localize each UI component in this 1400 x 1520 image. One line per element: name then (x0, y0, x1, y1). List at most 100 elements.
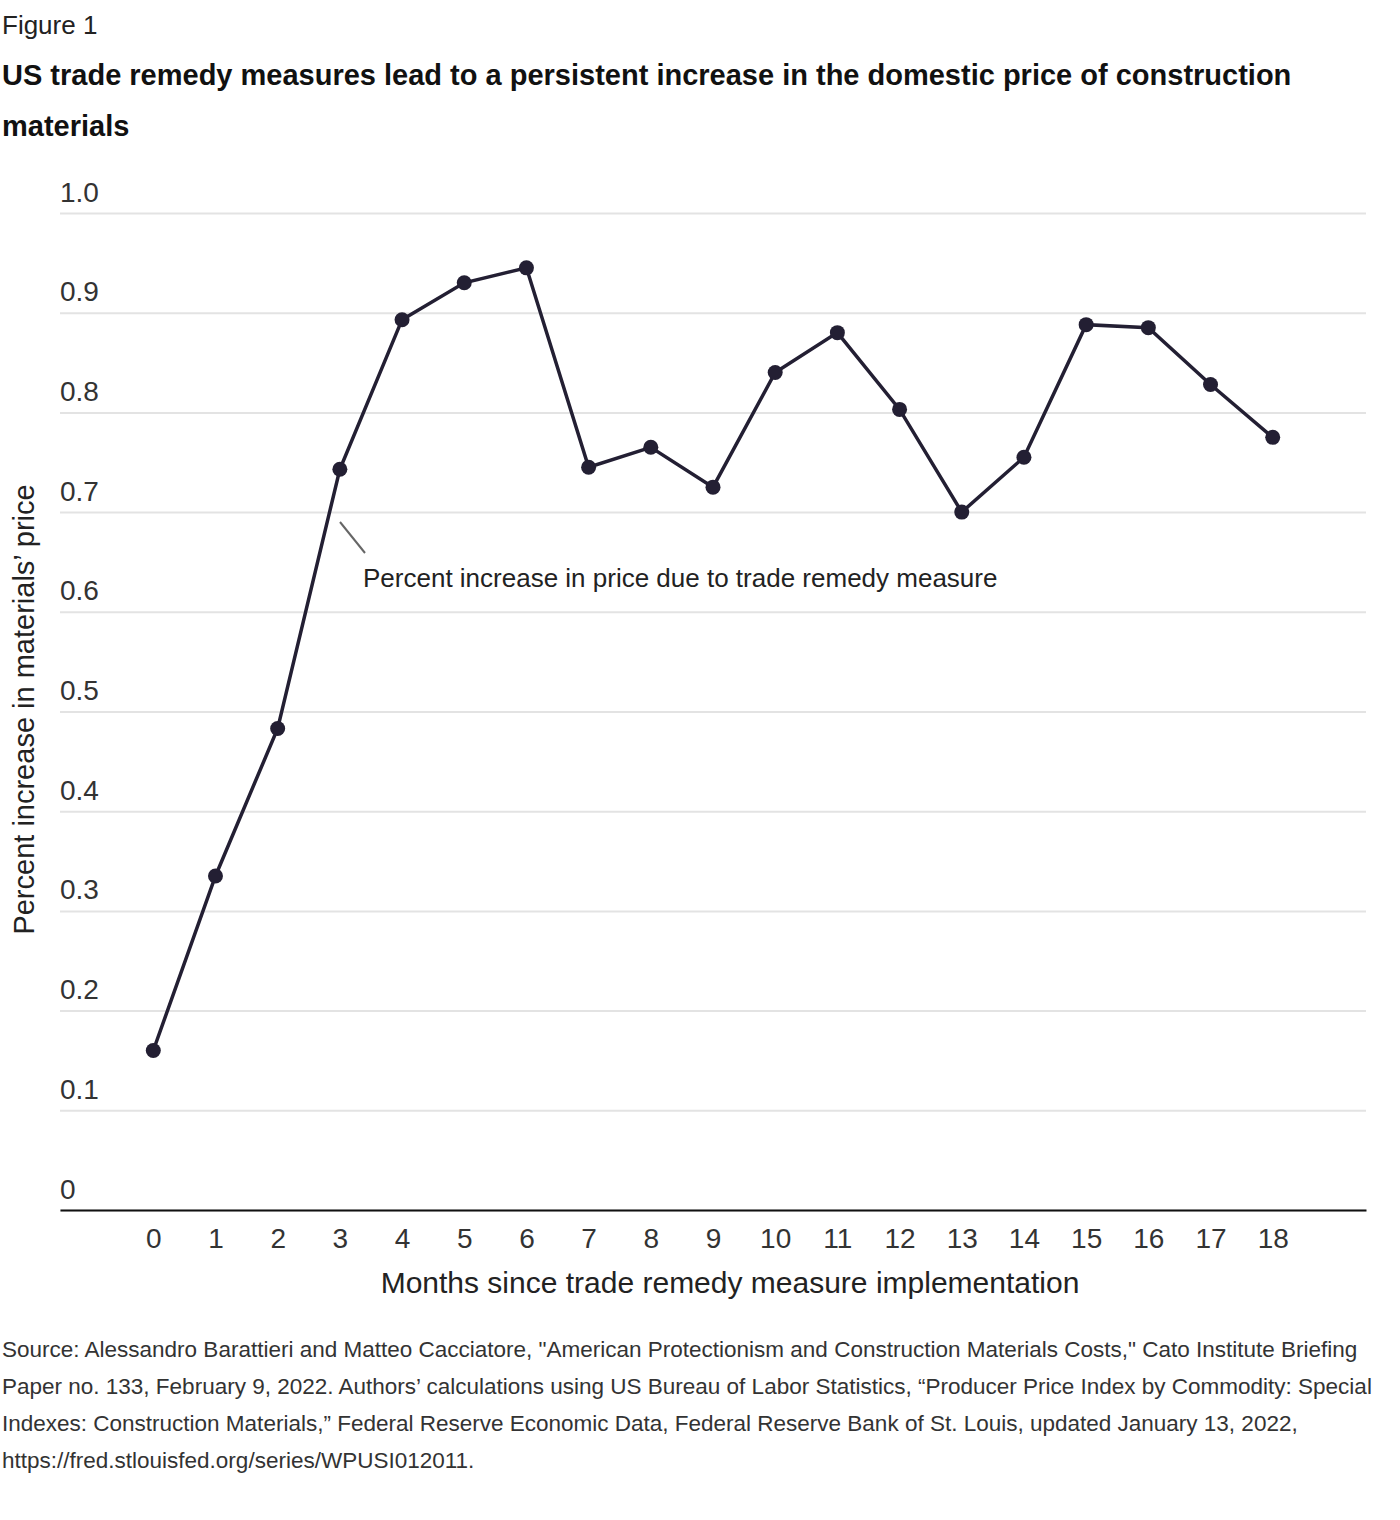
x-tick: 2 (270, 1210, 286, 1254)
y-tick: 0.3 (60, 874, 1366, 911)
x-tick-label: 11 (823, 1223, 852, 1254)
x-tick-label: 0 (146, 1223, 162, 1254)
source-note: Source: Alessandro Barattieri and Matteo… (2, 1337, 1372, 1473)
x-axis-line (61, 1210, 1367, 1212)
y-tick-label: 0.6 (60, 575, 99, 606)
y-tick-label: 0.4 (60, 775, 99, 806)
x-tick: 10 (760, 1210, 791, 1254)
grid-line (60, 1110, 1366, 1112)
y-tick-label: 0.7 (60, 476, 99, 507)
marker (892, 402, 907, 417)
chart: Figure 1 US trade remedy measures lead to… (0, 0, 1400, 1520)
marker (395, 312, 410, 327)
marker (146, 1043, 161, 1058)
y-tick-label: 0.3 (60, 874, 99, 905)
grid-line (60, 312, 1366, 314)
marker (270, 721, 285, 736)
y-tick-label: 0.8 (60, 376, 99, 407)
grid-line (60, 1210, 1366, 1212)
grid-line (60, 811, 1366, 813)
x-tick: 8 (644, 1210, 660, 1254)
x-axis-title: Months since trade remedy measure implem… (381, 1266, 1080, 1299)
x-tick: 0 (146, 1210, 162, 1254)
x-tick-label: 4 (395, 1223, 411, 1254)
x-tick-label: 9 (706, 1223, 722, 1254)
marker (643, 440, 658, 455)
y-tick: 0.9 (60, 276, 1366, 313)
x-tick: 1 (208, 1210, 224, 1254)
marker (208, 869, 223, 884)
x-tick: 9 (706, 1210, 722, 1254)
y-tick-label: 0 (60, 1174, 76, 1205)
annotation-leader (340, 522, 365, 553)
y-tick: 0.7 (60, 476, 1366, 513)
x-tick: 18 (1258, 1210, 1289, 1254)
x-tick-label: 10 (760, 1223, 791, 1254)
x-tick: 5 (457, 1210, 473, 1254)
x-tick: 16 (1133, 1210, 1164, 1254)
marker (332, 462, 347, 477)
plot-area (146, 260, 1280, 1058)
x-tick-label: 14 (1009, 1223, 1040, 1254)
figure-label: Figure 1 (2, 10, 97, 40)
x-tick-label: 6 (519, 1223, 535, 1254)
x-tick-label: 5 (457, 1223, 473, 1254)
marker (1265, 430, 1280, 445)
x-tick-label: 1 (208, 1223, 224, 1254)
grid-line (60, 611, 1366, 613)
grid-line (60, 1010, 1366, 1012)
x-tick-label: 8 (644, 1223, 660, 1254)
x-tick-label: 15 (1071, 1223, 1102, 1254)
grid-line (60, 213, 1366, 215)
y-axis: 0 0.1 0.2 0.3 0.4 0.5 0.6 0.7 0.8 0.9 1.0 (60, 177, 1366, 1211)
x-tick-label: 3 (333, 1223, 349, 1254)
y-tick-label: 0.1 (60, 1074, 99, 1105)
grid-line (60, 412, 1366, 414)
y-tick: 0.5 (60, 675, 1366, 712)
x-tick-label: 12 (884, 1223, 915, 1254)
y-tick: 0 (60, 1174, 1366, 1211)
x-tick: 13 (947, 1210, 978, 1254)
y-tick: 0.2 (60, 974, 1366, 1011)
y-axis-title: Percent increase in materials’ price (8, 484, 40, 934)
y-tick-label: 0.5 (60, 675, 99, 706)
y-tick: 0.1 (60, 1074, 1366, 1111)
x-tick-label: 13 (947, 1223, 978, 1254)
marker (768, 365, 783, 380)
y-tick-label: 1.0 (60, 177, 99, 208)
marker (954, 505, 969, 520)
x-tick: 12 (884, 1210, 915, 1254)
y-tick-label: 0.9 (60, 276, 99, 307)
x-tick: 4 (395, 1210, 411, 1254)
y-tick-label: 0.2 (60, 974, 99, 1005)
marker (706, 480, 721, 495)
marker (1141, 320, 1156, 335)
x-axis: 0123456789101112131415161718 (61, 1210, 1367, 1254)
grid-line (60, 711, 1366, 713)
marker (1079, 317, 1094, 332)
marker (519, 260, 534, 275)
grid-line (60, 512, 1366, 514)
marker (457, 275, 472, 290)
marker (581, 460, 596, 475)
marker (830, 325, 845, 340)
title: US trade remedy measures lead to a persi… (2, 59, 1291, 142)
x-tick: 11 (823, 1210, 852, 1254)
y-tick: 1.0 (60, 177, 1366, 214)
x-tick: 14 (1009, 1210, 1040, 1254)
y-tick: 0.8 (60, 376, 1366, 413)
line (153, 268, 1272, 1051)
marker (1203, 377, 1218, 392)
x-tick-label: 7 (581, 1223, 597, 1254)
x-tick-label: 17 (1195, 1223, 1226, 1254)
x-tick-label: 2 (270, 1223, 286, 1254)
x-tick: 3 (333, 1210, 349, 1254)
annotation: Percent increase in price due to trade r… (363, 563, 997, 593)
x-tick: 15 (1071, 1210, 1102, 1254)
x-tick: 17 (1195, 1210, 1226, 1254)
x-tick: 6 (519, 1210, 535, 1254)
x-tick-label: 18 (1258, 1223, 1289, 1254)
marker (1016, 450, 1031, 465)
x-tick-label: 16 (1133, 1223, 1164, 1254)
x-tick: 7 (581, 1210, 597, 1254)
